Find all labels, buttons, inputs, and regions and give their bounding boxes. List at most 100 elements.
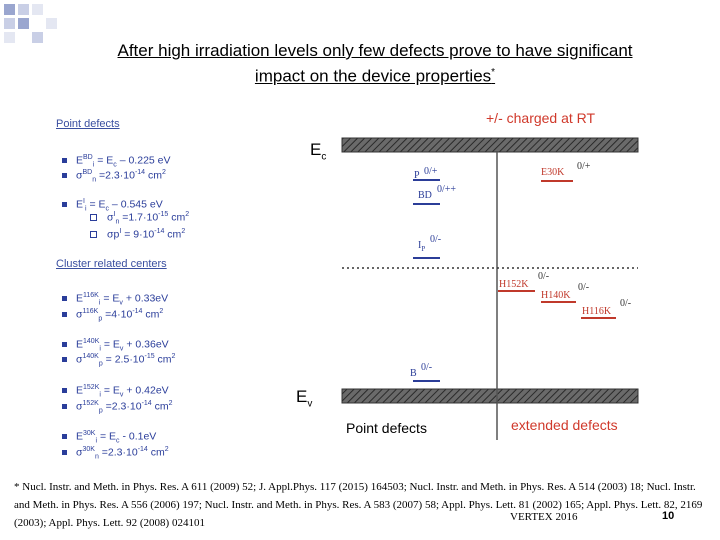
formula-part: -15 (158, 211, 169, 218)
formula-part: E (76, 430, 84, 443)
formula-part: σ (76, 169, 83, 182)
ev-sub: v (307, 398, 313, 410)
formula-part: 2 (168, 400, 173, 407)
formula-part: 2 (162, 169, 166, 176)
level-h152k-charge: 0/- (538, 271, 550, 282)
formula-part: I (119, 228, 122, 235)
bullet-icon (62, 357, 67, 363)
formula-part: I (83, 198, 85, 205)
corner-decoration (0, 0, 70, 60)
formula-part: 2 (171, 353, 176, 360)
formula-part: – 0.545 eV (109, 198, 163, 211)
formula-part: cm (154, 353, 172, 366)
formula-part: = E (97, 430, 117, 443)
formula-part: 116K (82, 308, 99, 315)
event-name: VERTEX 2016 (510, 511, 578, 523)
formula-part: n (94, 453, 99, 461)
formula-item: σBDn =2.3·10-14 cm2 (62, 167, 166, 187)
formula-part: i (99, 345, 101, 353)
ec-main: E (310, 140, 322, 159)
formula-part: -14 (154, 228, 165, 235)
formula-part: =1.7·10 (119, 211, 159, 224)
formula-item: σ152Kp =2.3·10-14 cm2 (62, 398, 173, 418)
formula-part: 30K (83, 430, 96, 437)
formula-item: E30Ki = Ec - 0.1eV (62, 428, 156, 448)
formula-part: 140K (82, 353, 99, 360)
formula-part: cm (151, 400, 169, 413)
level-b-charge: 0/- (421, 362, 433, 373)
ec-label: Ec (310, 140, 326, 162)
bullet-icon (62, 450, 67, 456)
page-number: 10 (662, 510, 675, 522)
formula-item: σIn =1.7·10-15 cm2 (90, 211, 189, 226)
formula-item: σpI = 9·10-14 cm2 (90, 228, 185, 241)
formula-part: p (98, 315, 103, 323)
bullet-icon (62, 312, 67, 318)
formula-part: σ (107, 211, 114, 224)
band-diagram (341, 137, 639, 440)
formula-part: -14 (141, 400, 152, 407)
formula-part: p (98, 360, 103, 368)
formula-part: = E (100, 292, 120, 305)
formula-part: + 0.33eV (122, 292, 169, 305)
formula-part: E (76, 198, 84, 211)
formula-item: σ116Kp =4·10-14 cm2 (62, 306, 163, 326)
title-line-2-text: impact on the device properties (254, 66, 492, 86)
formula-part: – 0.225 eV (116, 154, 171, 167)
formula-item: EIi = Ec – 0.545 eV (62, 196, 163, 216)
formula-part: i (92, 161, 95, 169)
formula-part: n (115, 218, 120, 226)
level-h140k-charge: 0/- (578, 282, 590, 293)
bullet-icon (62, 296, 67, 302)
formula-part: BD (82, 169, 93, 176)
formula-part: cm (145, 169, 162, 182)
bullet-icon (62, 404, 67, 410)
formula-part: cm (164, 228, 182, 241)
formula-part: - 0.1eV (119, 430, 157, 443)
title-line-2: impact on the device properties* (60, 62, 690, 88)
formula-part: -15 (144, 353, 155, 360)
formula-part: E (76, 384, 84, 397)
bullet-icon (62, 173, 67, 179)
formula-part: 152K (82, 400, 99, 407)
formula-part: v (119, 345, 124, 353)
formula-part: p (98, 407, 103, 415)
formula-part: = E (100, 338, 120, 351)
level-ip-name-main: I (418, 240, 422, 251)
formula-part: σ (76, 446, 83, 459)
level-bd-name: BD (418, 190, 432, 201)
formula-part: σp (107, 228, 120, 241)
formula-part: σ (76, 308, 83, 321)
level-ip-charge: 0/- (430, 234, 442, 245)
level-e30k-name: E30K (541, 167, 565, 178)
point-defects-caption: Point defects (346, 420, 427, 436)
bullet-icon (90, 231, 97, 239)
formula-item: E152Ki = Ev + 0.42eV (62, 382, 169, 402)
references-footnote: * Nucl. Instr. and Meth. in Phys. Res. A… (14, 481, 703, 529)
extended-defects-caption: extended defects (511, 417, 618, 433)
formula-item: E140Ki = Ev + 0.36eV (62, 336, 169, 356)
formula-part: -14 (137, 446, 148, 453)
ev-main: E (296, 387, 308, 406)
valence-band (341, 388, 639, 404)
conduction-band (341, 137, 639, 153)
level-p-charge: 0/+ (424, 166, 438, 177)
formula-part: E (76, 292, 84, 305)
bullet-icon (90, 214, 97, 222)
level-h152k-name: H152K (499, 279, 529, 290)
formula-part: cm (142, 308, 160, 321)
level-p-name: P (414, 170, 420, 181)
formula-part: cm (168, 211, 186, 224)
formula-part: -14 (134, 169, 146, 176)
charged-label: +/- charged at RT (486, 110, 596, 126)
formula-part: = E (100, 384, 120, 397)
formula-part: c (113, 161, 117, 169)
level-b-name: B (410, 368, 417, 379)
formula-part: i (99, 391, 101, 399)
level-e30k-charge: 0/+ (577, 161, 591, 172)
bullet-icon (62, 158, 67, 164)
formula-part: 2 (185, 211, 190, 218)
formula-part: 30K (82, 446, 95, 453)
formula-part: 2 (181, 228, 186, 235)
level-ip-name: IP (418, 240, 425, 253)
